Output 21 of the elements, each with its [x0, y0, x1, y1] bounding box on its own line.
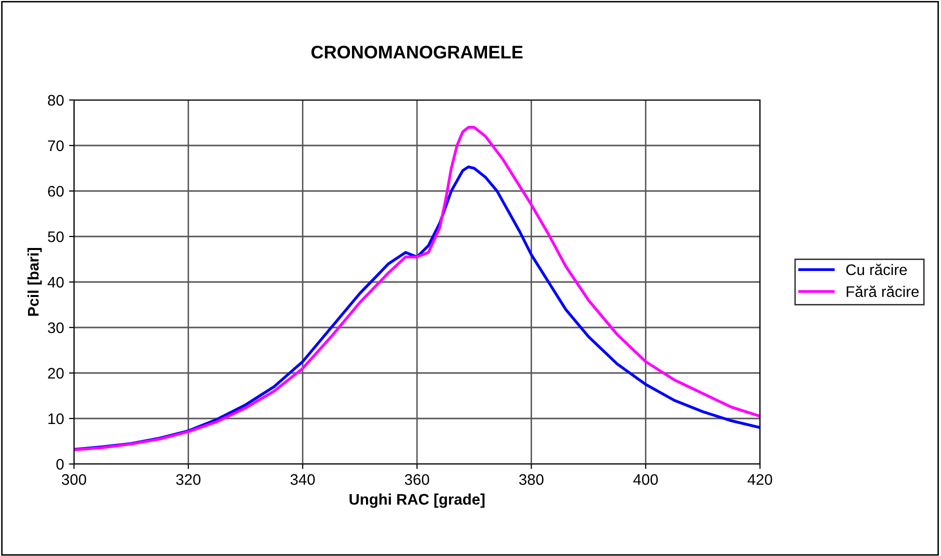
y-tick-label: 50 — [48, 231, 64, 242]
y-tick-label: 0 — [56, 458, 64, 470]
legend-label: Fără răcire — [846, 286, 919, 298]
x-tick-label: 300 — [62, 474, 86, 485]
x-tick-label: 400 — [633, 474, 658, 485]
y-tick-label: 60 — [48, 186, 64, 197]
y-tick-label: 20 — [48, 368, 64, 379]
x-tick-label: 320 — [176, 474, 200, 485]
legend-label: Cu răcire — [846, 264, 907, 276]
chart-title: CRONOMANOGRAMELE — [311, 46, 523, 59]
x-axis-title: Unghi RAC [grade] — [350, 494, 484, 508]
y-tick-label: 70 — [48, 140, 64, 152]
y-tick-label: 40 — [48, 276, 64, 288]
x-tick-label: 340 — [290, 474, 315, 485]
y-tick-label: 10 — [48, 413, 64, 424]
y-tick-label: 30 — [48, 322, 64, 334]
x-tick-label: 360 — [404, 474, 430, 485]
y-tick-label: 80 — [48, 94, 64, 106]
x-tick-label: 380 — [519, 474, 544, 485]
x-tick-label: 420 — [748, 474, 772, 485]
y-axis-title: Pcil [bari] — [27, 248, 42, 316]
